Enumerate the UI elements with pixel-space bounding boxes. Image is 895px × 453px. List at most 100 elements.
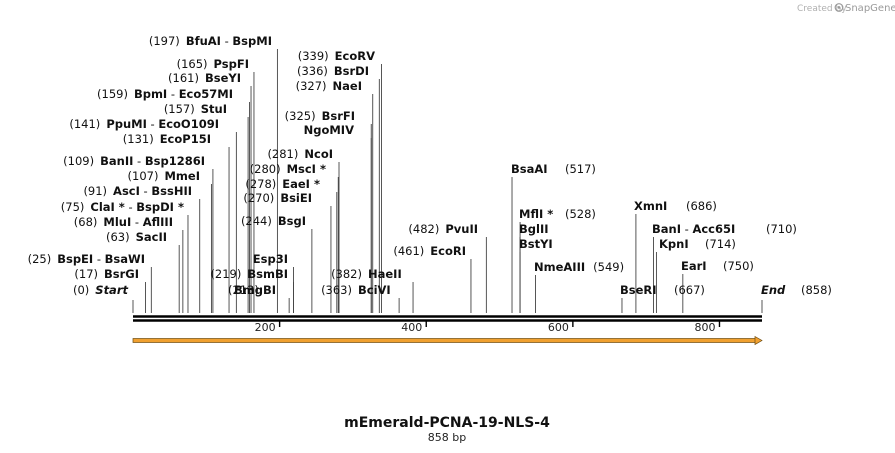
enzyme-name: SacII <box>136 230 167 244</box>
enzyme-name: PpuMI <box>106 117 147 131</box>
star-mark: * <box>310 177 320 191</box>
enzyme-name: EcoRV <box>335 49 375 63</box>
site-position: (528) <box>565 207 596 221</box>
enzyme-name: BanII <box>100 154 133 168</box>
svg-text:BciVI: BciVI <box>358 283 391 297</box>
site-position: (68) <box>74 215 98 229</box>
enzyme-name: BspDI <box>136 200 174 214</box>
enzyme-name: BanI <box>652 222 681 236</box>
enzyme-name: BssHII <box>151 184 192 198</box>
svg-text:BsrDI: BsrDI <box>334 64 369 78</box>
site-position: (157) <box>164 102 195 116</box>
svg-text:AscI - BssHII: AscI - BssHII <box>113 184 192 198</box>
site-bsmbi: BsmBI (219) <box>210 267 288 281</box>
svg-text:BglII: BglII <box>519 222 549 236</box>
svg-text:NcoI: NcoI <box>304 147 333 161</box>
site-naei: NaeI (327) <box>296 79 362 93</box>
site-position: (325) <box>285 109 316 123</box>
svg-text:EcoRV: EcoRV <box>335 49 375 63</box>
site-position: (339) <box>298 49 329 63</box>
svg-text:NgoMIV: NgoMIV <box>304 123 354 137</box>
enzyme-name: ClaI <box>90 200 114 214</box>
site-position: (165) <box>177 57 208 71</box>
star-mark: * <box>316 162 326 176</box>
svg-text:StuI: StuI <box>201 102 227 116</box>
feature-arrow <box>132 338 757 343</box>
separator: - <box>221 34 232 48</box>
separator: - <box>167 87 178 101</box>
site-position: (91) <box>83 184 107 198</box>
svg-text:MmeI: MmeI <box>164 169 200 183</box>
enzyme-name: PspFI <box>214 57 249 71</box>
enzyme-name: KpnI <box>659 237 689 251</box>
enzyme-name: Bsp1286I <box>145 154 205 168</box>
svg-text:BsaAI: BsaAI <box>511 162 548 176</box>
site-sacii: SacII (63) <box>106 230 167 244</box>
site-stui: StuI (157) <box>164 102 227 116</box>
ruler-tick-label: 800 <box>694 321 715 334</box>
svg-text:NaeI: NaeI <box>333 79 362 93</box>
site-kpni: KpnI (714) <box>659 237 736 251</box>
site-pspfi: PspFI (165) <box>177 57 249 71</box>
site-position: (517) <box>565 162 596 176</box>
site-position: (281) <box>267 147 298 161</box>
separator: - <box>681 222 692 236</box>
site-bseyi: BseYI (161) <box>168 71 241 85</box>
svg-text:BsgI: BsgI <box>278 214 306 228</box>
site-bsrfi: BsrFI (325) <box>285 109 355 123</box>
svg-text:NmeAIII: NmeAIII <box>534 260 585 274</box>
site-position: (270) <box>243 191 274 205</box>
site-start: Start (0) <box>73 283 129 297</box>
svg-text:BseYI: BseYI <box>205 71 241 85</box>
enzyme-name: MflI <box>519 207 543 221</box>
site-leader-lines <box>132 49 763 313</box>
site-position: (197) <box>149 34 180 48</box>
site-position: (750) <box>723 259 754 273</box>
site-bani: BanI - Acc65I (710) <box>652 222 797 236</box>
site-bsrdi: BsrDI (336) <box>297 64 369 78</box>
site-position: (278) <box>245 177 276 191</box>
svg-text:BseRI: BseRI <box>620 283 657 297</box>
svg-text:PpuMI - EcoO109I: PpuMI - EcoO109I <box>106 117 219 131</box>
site-asci: AscI - BssHII (91) <box>83 184 192 198</box>
enzyme-name: PvuII <box>445 222 478 236</box>
enzyme-name: BstYI <box>519 237 553 251</box>
site-position: (280) <box>250 162 281 176</box>
site-bsgi: BsgI (244) <box>241 214 306 228</box>
site-bspei: BspEI - BsaWI (25) <box>28 252 145 266</box>
svg-text:BstYI: BstYI <box>519 237 553 251</box>
separator: - <box>93 252 104 266</box>
enzyme-name: BsaAI <box>511 162 548 176</box>
star-mark: * <box>174 200 184 214</box>
site-eaei: EaeI * (278) <box>245 177 320 191</box>
enzyme-name: EcoRI <box>430 244 466 258</box>
site-bfuai: BfuAI - BspMI (197) <box>149 34 272 48</box>
enzyme-name: BsmBI <box>247 267 288 281</box>
enzyme-name: BsrGI <box>104 267 139 281</box>
svg-text:MflI *: MflI * <box>519 207 553 221</box>
site-position: (219) <box>210 267 241 281</box>
site-bsaai: BsaAI (517) <box>511 162 596 176</box>
site-position: (63) <box>106 230 130 244</box>
site-position: (17) <box>74 267 98 281</box>
site-bsrgi: BsrGI (17) <box>74 267 139 281</box>
svg-text:BsrGI: BsrGI <box>104 267 139 281</box>
svg-text:EcoP15I: EcoP15I <box>160 132 211 146</box>
enzyme-name: BsiEI <box>280 191 312 205</box>
separator: - <box>140 184 151 198</box>
enzyme-name: BsaWI <box>105 252 145 266</box>
enzyme-name: BseRI <box>620 283 657 297</box>
site-bseri: BseRI (667) <box>620 283 705 297</box>
svg-text:BspEI - BsaWI: BspEI - BsaWI <box>57 252 145 266</box>
site-position: (327) <box>296 79 327 93</box>
enzyme-name: EaeI <box>282 177 310 191</box>
enzyme-name: BspEI <box>57 252 93 266</box>
separator: - <box>131 215 142 229</box>
svg-text:HaeII: HaeII <box>368 267 402 281</box>
enzyme-name: BfuAI <box>186 34 221 48</box>
ruler-ticks: 200 400 600 800 <box>255 321 721 334</box>
svg-text:KpnI: KpnI <box>659 237 689 251</box>
site-position: (686) <box>686 199 717 213</box>
svg-text:ClaI * - BspDI *: ClaI * - BspDI * <box>90 200 184 214</box>
